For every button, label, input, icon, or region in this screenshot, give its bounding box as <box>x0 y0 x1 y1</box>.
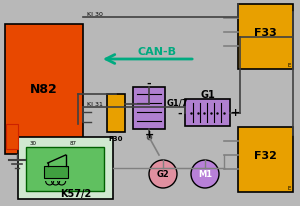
Text: E: E <box>287 63 291 68</box>
Text: CAN-B: CAN-B <box>138 47 177 57</box>
Text: G1/7: G1/7 <box>167 98 188 107</box>
Bar <box>238 5 293 70</box>
Bar <box>107 95 125 132</box>
Text: KI 30: KI 30 <box>87 12 103 18</box>
Text: +: + <box>144 129 154 139</box>
Bar <box>185 99 230 126</box>
Circle shape <box>191 160 219 188</box>
Bar <box>44 166 68 178</box>
Bar <box>133 88 165 129</box>
Circle shape <box>149 160 177 188</box>
Bar <box>26 147 104 191</box>
Text: KI 31: KI 31 <box>87 102 103 107</box>
Text: +: + <box>230 108 240 118</box>
Text: N82: N82 <box>30 83 58 96</box>
Text: 87: 87 <box>70 141 77 146</box>
Text: M1: M1 <box>198 170 212 179</box>
Text: K57/2: K57/2 <box>60 188 91 198</box>
Text: F33: F33 <box>254 28 277 38</box>
Text: 30: 30 <box>30 141 37 146</box>
Bar <box>6 124 18 149</box>
Text: F30: F30 <box>109 135 123 141</box>
Text: -: - <box>147 79 151 89</box>
Bar <box>238 127 293 192</box>
Text: G2: G2 <box>157 170 169 179</box>
Bar <box>18 137 113 199</box>
Bar <box>5 25 83 154</box>
Text: E: E <box>287 186 291 191</box>
Text: G1: G1 <box>200 90 215 99</box>
Text: -: - <box>178 108 182 118</box>
Text: F32: F32 <box>254 151 277 161</box>
